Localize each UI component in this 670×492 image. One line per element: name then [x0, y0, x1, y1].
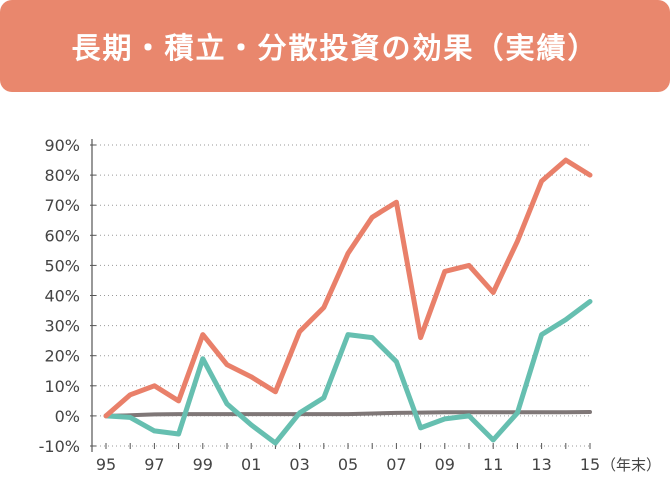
y-tick-label: 0%	[55, 407, 80, 426]
y-tick-label: -10%	[39, 437, 80, 456]
series-lines	[103, 157, 593, 446]
grid-lines	[90, 144, 590, 447]
x-tick-label: 01	[241, 455, 261, 474]
x-unit-label: （年末）	[601, 456, 661, 474]
page-title: 長期・積立・分散投資の効果（実績）	[71, 31, 599, 65]
x-tick-label: 97	[144, 455, 164, 474]
x-tick-label: 99	[193, 455, 213, 474]
title-banner: 長期・積立・分散投資の効果（実績）	[0, 0, 670, 92]
y-tick-label: 60%	[44, 226, 80, 245]
x-tick-label: 05	[338, 455, 358, 474]
x-tick-label: 95	[96, 455, 116, 474]
y-tick-label: 50%	[44, 256, 80, 275]
y-tick-label: 30%	[44, 317, 80, 336]
x-tick-label: 13	[531, 455, 551, 474]
x-tick-label: 11	[483, 455, 503, 474]
y-tick-label: 90%	[44, 136, 80, 155]
y-tick-labels: 90% 80% 70% 60% 50% 40% 30% 20% 10% 0% -10%	[39, 136, 80, 456]
x-tick-label: 15	[580, 455, 600, 474]
y-tick-label: 40%	[44, 287, 80, 306]
y-tick-label: 70%	[44, 196, 80, 215]
x-tick-label: 07	[386, 455, 406, 474]
series-line-2	[103, 299, 593, 446]
series-line-1	[103, 157, 593, 419]
y-tick-label: 10%	[44, 377, 80, 396]
x-tick-label: 03	[289, 455, 309, 474]
x-tick-labels: 95 97 99 01 03 05 07 09 11 13 15	[96, 455, 600, 474]
x-tick-label: 09	[435, 455, 455, 474]
y-tick-label: 80%	[44, 166, 80, 185]
y-tick-label: 20%	[44, 347, 80, 366]
